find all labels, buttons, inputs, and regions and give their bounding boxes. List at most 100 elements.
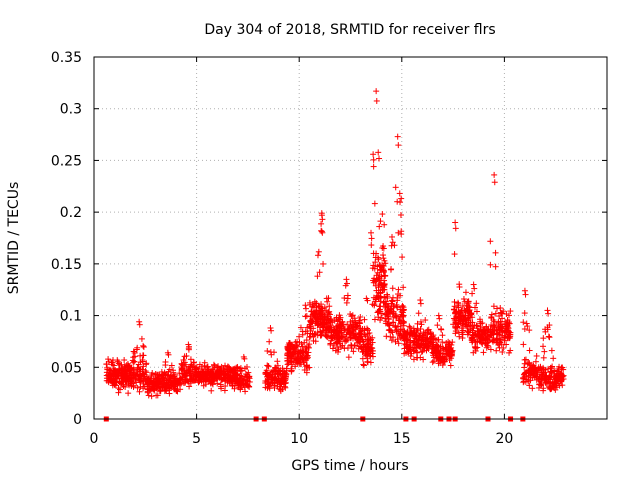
data-point [370, 151, 377, 158]
data-point [545, 333, 552, 340]
data-point [492, 249, 499, 256]
data-point [205, 366, 212, 373]
data-point [383, 333, 390, 340]
data-point [348, 313, 355, 320]
data-point [105, 356, 112, 363]
data-point [185, 369, 192, 376]
data-point [329, 345, 336, 352]
data-point [112, 382, 119, 389]
data-point [341, 345, 348, 352]
data-point [324, 313, 331, 320]
data-point [209, 371, 216, 378]
data-point [317, 328, 324, 335]
data-point [346, 329, 353, 336]
data-point [370, 347, 377, 354]
data-point [122, 374, 129, 381]
data-point [341, 295, 348, 302]
data-point [154, 392, 161, 399]
data-point [350, 348, 357, 355]
data-point [187, 368, 194, 375]
data-point [200, 376, 207, 383]
data-point [130, 354, 137, 361]
data-point [540, 354, 547, 361]
data-point [308, 317, 315, 324]
data-point [141, 373, 148, 380]
data-point [109, 359, 116, 366]
x-tick-label: 15 [393, 431, 411, 447]
data-point [131, 358, 138, 365]
data-point [389, 285, 396, 292]
data-point [352, 335, 359, 342]
data-point [368, 242, 375, 249]
data-point [134, 365, 141, 372]
data-point [447, 362, 454, 369]
data-point [309, 301, 316, 308]
data-point [520, 341, 527, 348]
data-point [317, 307, 324, 314]
data-point [503, 341, 510, 348]
data-point [359, 325, 366, 332]
data-point [334, 336, 341, 343]
data-point [377, 218, 384, 225]
data-point [370, 156, 377, 163]
data-point [296, 339, 303, 346]
data-point [154, 372, 161, 379]
data-point [123, 373, 130, 380]
data-point [487, 261, 494, 268]
data-point [379, 266, 386, 273]
y-tick-label: 0.1 [60, 309, 82, 325]
data-point [268, 327, 275, 334]
data-point [143, 360, 150, 367]
data-point [140, 380, 147, 387]
data-point [550, 355, 557, 362]
data-point [318, 227, 325, 234]
data-point [203, 370, 210, 377]
data-point [139, 358, 146, 365]
data-point [371, 316, 378, 323]
data-point [364, 326, 371, 333]
data-point [351, 342, 358, 349]
data-point [364, 355, 371, 362]
data-point [439, 332, 446, 339]
data-point [177, 376, 184, 383]
data-point [264, 370, 271, 377]
data-point [126, 382, 133, 389]
data-point [270, 382, 277, 389]
data-point [174, 388, 181, 395]
data-point [237, 386, 244, 393]
data-point [200, 382, 207, 389]
data-point [366, 337, 373, 344]
data-point [354, 339, 361, 346]
data-point [302, 313, 309, 320]
data-point [343, 276, 350, 283]
data-point [303, 337, 310, 344]
data-point [398, 195, 405, 202]
data-point [362, 332, 369, 339]
data-point [349, 312, 356, 319]
axis-ticks: 0 5 10 15 20 0 0.05 0.1 0.15 0.2 0.25 0.3 0.35 [51, 50, 607, 447]
data-point [540, 343, 547, 350]
data-point [462, 289, 469, 296]
data-point [118, 381, 125, 388]
y-tick-label: 0.25 [51, 153, 82, 169]
data-point [369, 353, 376, 360]
data-point [373, 97, 380, 104]
data-point [367, 359, 374, 366]
data-point [370, 163, 377, 170]
data-point [244, 382, 251, 389]
data-point [321, 304, 328, 311]
data-point [186, 343, 193, 350]
data-point [242, 381, 249, 388]
data-point [136, 321, 143, 328]
data-point [285, 345, 292, 352]
data-point [317, 315, 324, 322]
data-point [327, 341, 334, 348]
data-point [327, 324, 334, 331]
data-point [493, 347, 500, 354]
data-point [181, 373, 188, 380]
data-point [487, 238, 494, 245]
data-point [310, 325, 317, 332]
data-point [156, 388, 163, 395]
data-point [473, 300, 480, 307]
data-point [326, 303, 333, 310]
